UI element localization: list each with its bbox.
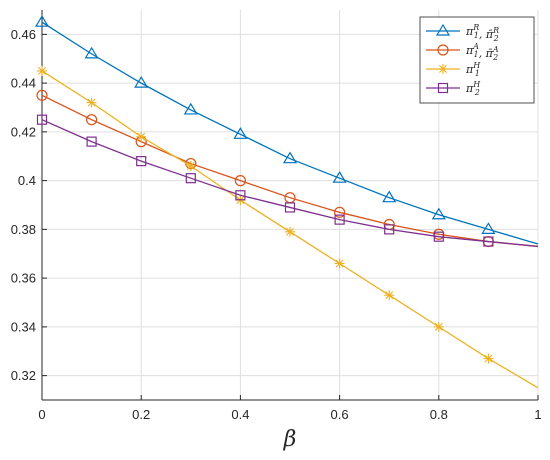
x-tick-label: 0 <box>38 407 45 422</box>
triangle-marker <box>431 207 446 220</box>
series-line <box>41 94 539 248</box>
triangle-marker <box>332 171 347 183</box>
legend-label: πA 1, π̄A 2 <box>465 42 499 62</box>
y-tick-label: 0.32 <box>11 368 36 383</box>
star-marker <box>37 65 47 76</box>
legend: πR 1, π̄R 2πA 1, π̄A 2πH 1πH 2 <box>419 16 535 104</box>
star-marker <box>185 161 196 171</box>
triangle-marker <box>435 23 451 36</box>
square-marker <box>433 231 444 242</box>
y-tick-label: 0.42 <box>11 124 36 139</box>
series-triangle <box>34 15 539 245</box>
x-tick-label: 0.6 <box>331 407 349 422</box>
legend-superscript: H <box>472 61 481 70</box>
square-marker <box>437 82 449 94</box>
legend-subscript: 1 <box>475 69 480 78</box>
legend-item: πH 1 <box>426 61 481 78</box>
square-marker <box>483 236 494 247</box>
legend-separator: , <box>479 28 486 41</box>
legend-separator: , <box>479 47 486 60</box>
legend-label: πR 1, π̄R 2 <box>465 23 499 43</box>
y-tick-label: 0.4 <box>18 173 36 188</box>
x-tick-label: 1 <box>534 407 541 422</box>
legend-superscript: H <box>472 80 481 89</box>
series-line <box>41 119 539 248</box>
tick-labels: 0 0.2 0.4 0.6 0.8 1 0.32 0.34 0.36 0.38 0.4 0.42 0.4… <box>11 27 542 422</box>
x-tick-label: 0.2 <box>132 407 150 422</box>
triangle-marker <box>84 46 99 59</box>
legend-symbol: π <box>465 25 474 38</box>
legend-superscript: A <box>492 45 499 54</box>
legend-label: πH 1 <box>465 61 481 78</box>
square-marker <box>384 224 395 235</box>
triangle-marker <box>134 75 149 88</box>
triangle-marker <box>183 102 198 115</box>
y-tick-label: 0.38 <box>11 222 36 237</box>
circle-marker <box>437 44 449 56</box>
triangle-marker <box>282 151 298 164</box>
x-axis-label: β <box>283 427 297 452</box>
square-marker <box>334 214 345 225</box>
star-marker <box>433 321 444 332</box>
star-marker <box>483 353 494 364</box>
legend-symbol: π <box>465 63 474 76</box>
legend-subscript: 2 <box>474 88 480 97</box>
circle-marker <box>36 89 48 101</box>
star-marker <box>136 131 147 142</box>
series-square <box>36 114 539 248</box>
x-tick-label: 0.8 <box>430 407 448 422</box>
square-marker <box>284 202 296 213</box>
legend-subscript: 1 <box>474 50 479 59</box>
legend-subscript: 1 <box>474 31 479 40</box>
star-marker <box>285 226 295 237</box>
star-marker <box>334 258 345 269</box>
legend-symbol: π <box>465 44 474 57</box>
y-tick-label: 0.46 <box>11 27 36 42</box>
x-tick-label: 0.4 <box>231 407 249 422</box>
legend-item: πR 1, π̄R 2 <box>426 23 499 43</box>
star-marker <box>86 97 97 108</box>
legend-subscript: 2 <box>493 34 499 43</box>
series-star <box>37 65 539 389</box>
star-marker <box>438 64 448 74</box>
circle-marker <box>85 114 98 126</box>
legend-subscript: 2 <box>492 53 498 62</box>
y-tick-label: 0.36 <box>11 271 36 286</box>
series-line <box>41 21 539 245</box>
square-marker <box>235 190 246 201</box>
square-marker <box>185 173 196 184</box>
legend-item: πH 2 <box>426 80 481 97</box>
triangle-marker <box>382 190 397 203</box>
square-marker <box>136 156 147 167</box>
triangle-marker <box>233 127 248 139</box>
legend-symbol: π̄ <box>485 28 494 41</box>
y-tick-label: 0.34 <box>11 319 36 334</box>
legend-symbol: π̄ <box>485 47 494 60</box>
axes <box>41 10 539 401</box>
legend-superscript: R <box>492 26 499 35</box>
legend-superscript: R <box>472 23 479 32</box>
star-marker <box>384 290 395 301</box>
legend-item: πA 1, π̄A 2 <box>426 42 499 62</box>
legend-symbol: π <box>465 82 474 95</box>
legend-superscript: A <box>472 42 479 51</box>
square-marker <box>86 136 97 147</box>
series-group <box>34 15 539 389</box>
circle-marker <box>234 175 246 187</box>
legend-label: πH 2 <box>465 80 481 97</box>
square-marker <box>36 114 48 125</box>
circle-marker <box>334 206 346 218</box>
triangle-marker <box>481 222 496 234</box>
y-tick-label: 0.44 <box>11 76 36 91</box>
triangle-marker <box>34 15 50 27</box>
